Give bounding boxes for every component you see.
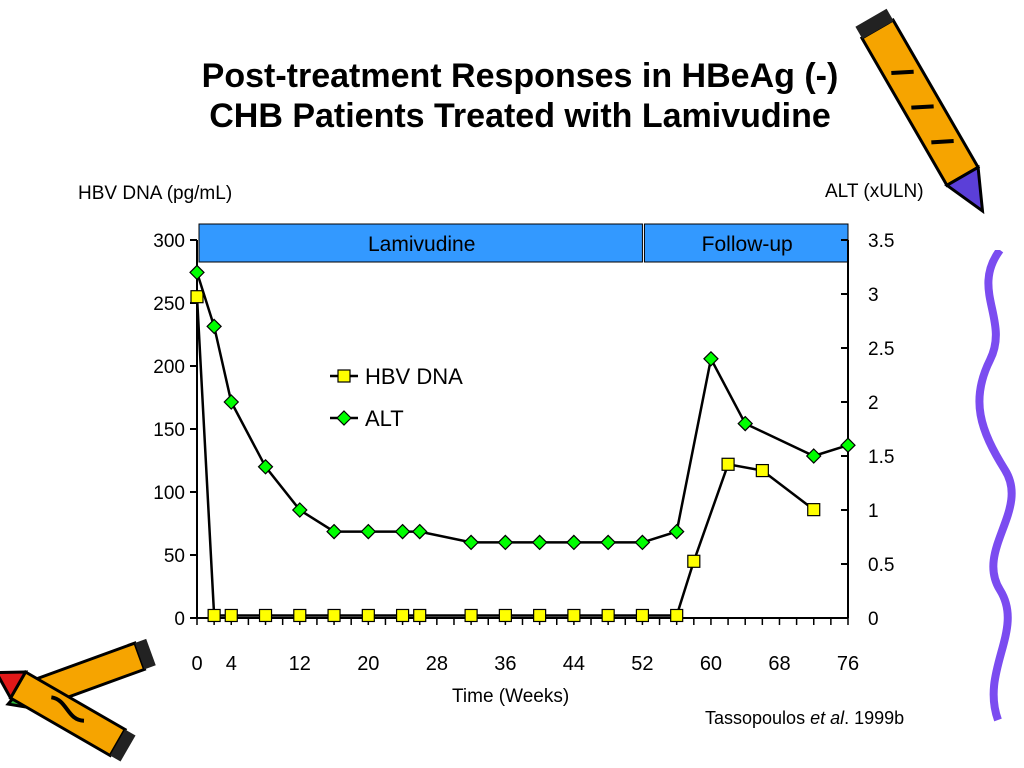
x-tick-label: 44 bbox=[563, 653, 585, 675]
alt-point bbox=[531, 534, 548, 551]
series-line-hbv-dna bbox=[195, 296, 815, 617]
hbv-dna-point bbox=[807, 503, 821, 517]
hbv-dna-point bbox=[464, 608, 478, 623]
alt-point bbox=[566, 534, 582, 551]
alt-point bbox=[463, 534, 479, 551]
citation-etal: et al bbox=[810, 708, 845, 728]
alt-point bbox=[411, 523, 428, 540]
alt-point bbox=[326, 523, 342, 540]
alt-point bbox=[497, 534, 514, 551]
pencil-top-right-icon bbox=[855, 8, 985, 215]
legend-label-0: HBV DNA bbox=[365, 364, 463, 389]
x-tick-label: 12 bbox=[289, 653, 311, 675]
alt-point bbox=[634, 534, 651, 551]
alt-point bbox=[189, 264, 205, 281]
left-y-tick-label: 200 bbox=[153, 357, 185, 378]
hbv-dna-point bbox=[755, 463, 769, 478]
series-group bbox=[189, 264, 856, 623]
alt-point bbox=[737, 415, 754, 432]
left-y-tick-label: 300 bbox=[153, 231, 185, 252]
right-y-tick-label: 1.5 bbox=[868, 447, 894, 468]
hbv-dna-point bbox=[293, 608, 307, 623]
hbv-dna-point bbox=[327, 608, 341, 623]
title-line-1: Post-treatment Responses in HBeAg (-) bbox=[201, 57, 839, 95]
hbv-dna-point bbox=[687, 554, 701, 568]
hbv-dna-point bbox=[258, 608, 273, 623]
right-y-tick-label: 3 bbox=[868, 285, 879, 306]
x-tick-label: 28 bbox=[426, 653, 448, 675]
hbv-dna-point bbox=[635, 608, 650, 623]
left-y-tick-label: 0 bbox=[174, 609, 185, 630]
x-tick-label: 0 bbox=[191, 653, 202, 675]
left-y-tick-label: 150 bbox=[153, 420, 185, 441]
hbv-dna-point bbox=[498, 608, 512, 623]
phase-label-1: Follow-up bbox=[702, 233, 793, 256]
hbv-dna-point bbox=[361, 608, 375, 623]
right-y-tick-label: 2 bbox=[868, 393, 879, 414]
right-y-tick-label: 0.5 bbox=[868, 555, 894, 576]
alt-point bbox=[668, 523, 685, 540]
hbv-dna-point bbox=[207, 608, 221, 623]
citation-year: . 1999b bbox=[844, 708, 905, 728]
alt-point bbox=[805, 448, 822, 464]
alt-point bbox=[360, 523, 377, 540]
alt-point bbox=[840, 437, 856, 454]
left-y-tick-label: 50 bbox=[164, 546, 185, 567]
alt-point bbox=[206, 318, 222, 335]
right-y-tick-label: 1 bbox=[868, 501, 879, 522]
right-y-tick-label: 3.5 bbox=[868, 231, 894, 252]
right-axis-title: ALT (xULN) bbox=[825, 181, 924, 202]
x-tick-label: 68 bbox=[768, 653, 790, 675]
squiggle-decoration-icon bbox=[975, 250, 1016, 722]
legend-label-1: ALT bbox=[365, 406, 404, 431]
x-axis-title: Time (Weeks) bbox=[452, 686, 570, 707]
hbv-dna-point bbox=[567, 608, 581, 623]
x-tick-label: 36 bbox=[494, 653, 516, 675]
pencils-bottom-left-icon bbox=[0, 638, 156, 762]
hbv-dna-point bbox=[670, 608, 684, 623]
hbv-dna-point bbox=[721, 457, 735, 471]
right-y-tick-label: 0 bbox=[868, 609, 879, 630]
legend: HBV DNA ALT bbox=[330, 364, 463, 431]
phase-label-0: Lamivudine bbox=[368, 233, 475, 256]
alt-point bbox=[291, 502, 308, 518]
left-axis-title: HBV DNA (pg/mL) bbox=[78, 183, 233, 204]
hbv-dna-point bbox=[190, 290, 204, 304]
axes: 0 4 12 20 28 36 44 52 60 68 7605010015020025030000… bbox=[153, 231, 894, 675]
citation-author: Tassopoulos bbox=[705, 708, 811, 728]
phase-band: Lamivudine Follow-up bbox=[198, 223, 849, 263]
alt-point bbox=[600, 534, 617, 551]
legend-marker-1 bbox=[336, 410, 352, 426]
series-line-alt bbox=[195, 272, 849, 544]
x-tick-label: 60 bbox=[700, 653, 722, 675]
hbv-dna-point bbox=[395, 608, 410, 623]
x-tick-label: 52 bbox=[631, 653, 653, 675]
slide-title: Post-treatment Responses in HBeAg (-) CH… bbox=[150, 56, 890, 136]
title-line-2: CHB Patients Treated with Lamivudine bbox=[209, 97, 831, 135]
x-tick-label: 20 bbox=[357, 653, 379, 675]
left-y-tick-label: 100 bbox=[153, 483, 185, 504]
left-y-tick-label: 250 bbox=[153, 294, 185, 315]
phase-box-0 bbox=[198, 223, 643, 263]
x-tick-label: 76 bbox=[837, 653, 859, 675]
alt-point bbox=[703, 350, 719, 367]
hbv-dna-point bbox=[601, 608, 615, 623]
phase-box-1 bbox=[643, 223, 849, 263]
right-y-tick-label: 2.5 bbox=[868, 339, 894, 360]
alt-point bbox=[223, 394, 240, 410]
hbv-dna-point bbox=[224, 608, 238, 623]
x-tick-label: 4 bbox=[226, 653, 237, 675]
alt-point bbox=[394, 523, 411, 540]
alt-point bbox=[257, 458, 274, 475]
citation: Tassopoulos et al. 1999b bbox=[705, 708, 904, 729]
hbv-dna-point bbox=[413, 608, 427, 623]
hbv-dna-point bbox=[533, 608, 547, 623]
legend-marker-0 bbox=[337, 369, 351, 383]
